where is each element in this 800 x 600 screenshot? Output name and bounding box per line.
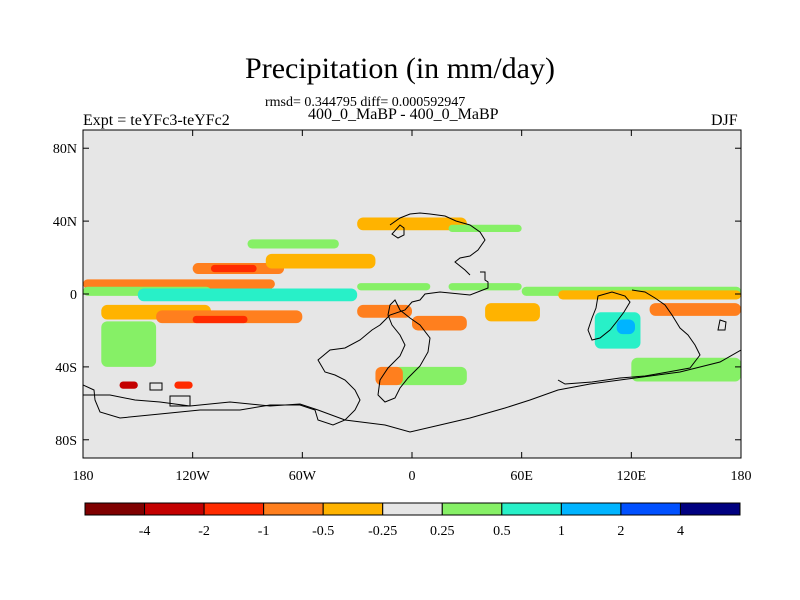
anomaly-region xyxy=(616,319,635,335)
anomaly-regions xyxy=(83,217,741,389)
y-tick-label: 0 xyxy=(70,288,77,303)
y-tick-label: 80S xyxy=(55,434,77,449)
coastline-eurasia xyxy=(389,212,486,276)
anomaly-region xyxy=(101,321,157,367)
experiment-label: Expt = teYFc3-teYFc2 xyxy=(83,112,230,129)
anomaly-region xyxy=(210,264,257,273)
colorbar-label: 0.5 xyxy=(493,524,511,539)
anomaly-region xyxy=(448,224,522,233)
colorbar-label: 2 xyxy=(617,524,624,539)
colorbar: -4 -2 -1 -0.5 -0.25 0.25 0.5 1 2 4 xyxy=(84,502,741,539)
rmsd-diff-stats: rmsd= 0.344795 diff= 0.000592947 xyxy=(265,95,466,110)
chart-title: Precipitation (in mm/day) xyxy=(245,52,555,85)
x-tick-label: 0 xyxy=(409,469,416,484)
x-tick-label: 180 xyxy=(731,469,752,484)
anomaly-region xyxy=(357,283,431,291)
colorbar-swatch xyxy=(501,502,562,516)
x-tick-label: 180 xyxy=(73,469,94,484)
anomaly-region xyxy=(485,303,540,322)
colorbar-label: 0.25 xyxy=(430,524,455,539)
colorbar-swatch xyxy=(382,502,443,516)
y-tick-label: 80N xyxy=(53,142,77,157)
y-tick-label: 40S xyxy=(55,361,77,376)
anomaly-region xyxy=(357,217,467,231)
colorbar-label: 1 xyxy=(558,524,565,539)
colorbar-label: -0.25 xyxy=(368,524,397,539)
colorbar-swatch xyxy=(263,502,324,516)
colorbar-swatch xyxy=(679,502,741,516)
colorbar-label: -0.5 xyxy=(312,524,334,539)
colorbar-label: -1 xyxy=(258,524,270,539)
period-comparison: 400_0_MaBP - 400_0_MaBP xyxy=(308,106,499,123)
anomaly-region xyxy=(83,279,275,289)
x-tick-label: 60W xyxy=(289,469,317,484)
colorbar-label: -4 xyxy=(139,524,151,539)
anomaly-region xyxy=(649,303,741,316)
colorbar-label: -2 xyxy=(198,524,210,539)
coastline-southeast-asia xyxy=(557,289,701,385)
colorbar-swatch xyxy=(144,502,205,516)
anomaly-region xyxy=(393,366,467,386)
anomaly-region xyxy=(357,304,412,318)
x-tick-label: 60E xyxy=(510,469,533,484)
continent-outlines xyxy=(83,212,741,433)
anomaly-region xyxy=(192,315,248,324)
colorbar-label: 4 xyxy=(677,524,684,539)
anomaly-region xyxy=(375,366,403,386)
anomaly-region xyxy=(174,381,193,389)
x-tick-label: 120E xyxy=(617,469,647,484)
colorbar-swatch xyxy=(441,502,503,516)
coastline-australia xyxy=(587,291,631,341)
x-axis-ticks: 180 120W 60W 0 60E 120E 180 xyxy=(73,130,752,484)
coastline-americas xyxy=(83,271,489,426)
anomaly-region xyxy=(412,315,467,331)
y-axis-ticks: 80N 40N 0 40S 80S xyxy=(53,142,741,449)
x-tick-label: 120W xyxy=(176,469,211,484)
coastline-africa xyxy=(377,299,431,403)
colorbar-swatch xyxy=(322,502,384,516)
coastline-islands xyxy=(149,224,727,407)
coastline-southern xyxy=(83,349,741,433)
anomaly-region xyxy=(247,239,339,249)
colorbar-swatch xyxy=(560,502,622,516)
colorbar-swatch xyxy=(203,502,265,516)
anomaly-region xyxy=(631,357,741,382)
anomaly-region xyxy=(119,381,138,389)
anomaly-region xyxy=(137,288,358,302)
anomaly-region xyxy=(448,283,522,291)
anomaly-region xyxy=(265,253,376,269)
colorbar-swatch xyxy=(620,502,681,516)
y-tick-label: 40N xyxy=(53,215,77,230)
season-label: DJF xyxy=(711,112,738,129)
colorbar-swatch xyxy=(84,502,146,516)
